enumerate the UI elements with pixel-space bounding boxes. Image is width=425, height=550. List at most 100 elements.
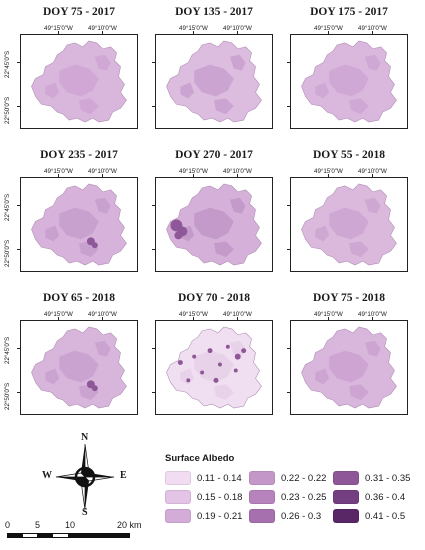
longitude-label: 49°15'0"W — [179, 25, 208, 32]
longitude-label: 49°10'0"W — [88, 168, 117, 175]
legend-title: Surface Albedo — [165, 453, 235, 464]
graticule-tick — [193, 174, 194, 177]
legend-item: 0.31 - 0.35 — [333, 471, 410, 485]
albedo-patch — [315, 225, 330, 242]
legend-swatch — [249, 509, 275, 523]
legend-swatch — [333, 471, 359, 485]
graticule-tick — [17, 249, 20, 250]
albedo-patch — [229, 340, 246, 357]
legend-swatch — [165, 509, 191, 523]
albedo-patch — [349, 384, 369, 401]
albedo-patch — [59, 350, 99, 383]
graticule-tick — [102, 174, 103, 177]
graticule-tick — [152, 205, 155, 206]
scale-label-10: 10 — [65, 520, 76, 530]
graticule-tick — [193, 317, 194, 320]
map-frame — [290, 320, 408, 415]
graticule-tick — [287, 62, 290, 63]
map-panel: DOY 135 - 2017 49°15'0"W 49°10'0"W — [137, 6, 285, 146]
albedo-patch — [349, 98, 369, 115]
compass-w-label: W — [42, 470, 52, 481]
graticule-tick — [372, 174, 373, 177]
graticule-tick — [17, 106, 20, 107]
high-albedo-spot — [225, 344, 230, 349]
longitude-label: 49°15'0"W — [314, 25, 343, 32]
graticule-tick — [17, 392, 20, 393]
latitude-label: 22°45'0"S — [4, 336, 11, 364]
longitude-label: 49°10'0"W — [223, 168, 252, 175]
latitude-label: 22°45'0"S — [4, 50, 11, 78]
latitude-label: 22°50'0"S — [4, 96, 11, 124]
map-panel: DOY 75 - 2017 49°15'0"W 49°10'0"W 22°45'0"S… — [2, 6, 150, 146]
graticule-tick — [287, 249, 290, 250]
longitude-label: 49°15'0"W — [179, 168, 208, 175]
scale-label-20: 20 km — [117, 520, 142, 530]
albedo-map — [166, 183, 262, 266]
high-albedo-spot — [174, 231, 183, 240]
high-albedo-spot — [91, 242, 98, 249]
graticule-tick — [58, 174, 59, 177]
albedo-patch — [214, 241, 234, 258]
high-albedo-spot — [213, 377, 219, 383]
legend-item: 0.23 - 0.25 — [249, 490, 326, 504]
graticule-tick — [102, 31, 103, 34]
compass-n-label: N — [81, 432, 89, 443]
graticule-tick — [17, 205, 20, 206]
graticule-tick — [287, 392, 290, 393]
graticule-tick — [287, 205, 290, 206]
legend-item: 0.22 - 0.22 — [249, 471, 326, 485]
legend-swatch — [165, 490, 191, 504]
high-albedo-spot — [91, 385, 98, 392]
high-albedo-spot — [241, 348, 247, 354]
longitude-label: 49°15'0"W — [314, 311, 343, 318]
longitude-label: 49°10'0"W — [88, 25, 117, 32]
legend-label: 0.36 - 0.4 — [365, 491, 406, 503]
longitude-label: 49°10'0"W — [223, 311, 252, 318]
legend-label: 0.15 - 0.18 — [197, 491, 243, 503]
albedo-patch — [59, 207, 99, 240]
longitude-label: 49°10'0"W — [358, 25, 387, 32]
scale-segment — [22, 533, 38, 538]
longitude-label: 49°15'0"W — [314, 168, 343, 175]
high-albedo-spot — [192, 354, 197, 359]
albedo-patch — [59, 64, 99, 97]
high-albedo-spot — [234, 353, 241, 360]
albedo-patch — [364, 340, 381, 357]
panel-title: DOY 55 - 2018 — [312, 149, 386, 161]
north-arrow: N S W E — [40, 432, 130, 518]
albedo-patch — [349, 241, 369, 258]
albedo-patch — [194, 350, 234, 383]
graticule-tick — [372, 317, 373, 320]
compass-e-label: E — [120, 470, 127, 481]
legend-item: 0.15 - 0.18 — [165, 490, 242, 504]
albedo-patch — [364, 197, 381, 214]
albedo-map — [301, 326, 397, 409]
map-panel: DOY 55 - 2018 49°15'0"W 49°10'0"W — [272, 149, 420, 289]
map-panel: DOY 270 - 2017 49°15'0"W 49°10'0"W — [137, 149, 285, 289]
albedo-map — [301, 183, 397, 266]
longitude-label: 49°10'0"W — [358, 168, 387, 175]
longitude-label: 49°10'0"W — [358, 311, 387, 318]
map-frame — [155, 34, 273, 129]
albedo-patch — [229, 54, 246, 71]
longitude-label: 49°15'0"W — [44, 168, 73, 175]
albedo-patch — [329, 207, 369, 240]
albedo-patch — [364, 54, 381, 71]
map-frame — [155, 320, 273, 415]
legend-item: 0.11 - 0.14 — [165, 471, 242, 485]
albedo-patch — [329, 64, 369, 97]
graticule-tick — [237, 174, 238, 177]
legend-label: 0.41 - 0.5 — [365, 510, 406, 522]
albedo-map — [31, 326, 127, 409]
map-frame — [290, 34, 408, 129]
high-albedo-spot — [186, 378, 191, 383]
albedo-map — [166, 40, 262, 123]
panel-title: DOY 135 - 2017 — [175, 6, 253, 18]
legend-swatch — [333, 490, 359, 504]
albedo-patch — [315, 368, 330, 385]
map-frame — [290, 177, 408, 272]
map-panel: DOY 65 - 2018 49°15'0"W 49°10'0"W 22°45'0"S… — [2, 292, 150, 432]
albedo-patch — [180, 368, 195, 385]
latitude-label: 22°50'0"S — [4, 239, 11, 267]
graticule-tick — [152, 392, 155, 393]
